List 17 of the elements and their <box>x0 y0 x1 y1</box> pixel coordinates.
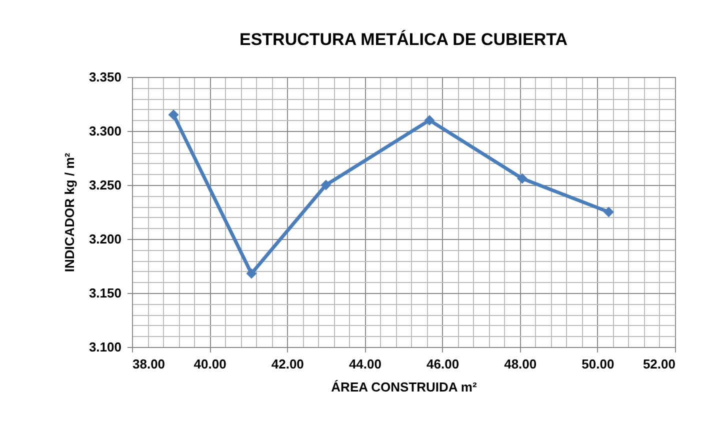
x-axis-title: ÁREA CONSTRUIDA m² <box>331 380 478 394</box>
y-tick-label: 3.250 <box>88 178 122 192</box>
y-tick-label: 3.100 <box>88 340 122 354</box>
x-tick-label: 44.00 <box>348 356 382 372</box>
y-tick-label: 3.200 <box>88 232 122 246</box>
x-tick-label: 50.00 <box>582 356 614 372</box>
chart-title: ESTRUCTURA METÁLICA DE CUBIERTA <box>239 29 568 49</box>
x-tick-label: 46.00 <box>426 356 460 372</box>
x-tick-label: 52.00 <box>642 356 676 372</box>
y-tick-label: 3.350 <box>88 70 122 84</box>
x-tick-label: 48.00 <box>504 356 537 372</box>
y-tick-label: 3.150 <box>88 286 122 300</box>
x-tick-label: 38.00 <box>132 356 166 372</box>
y-axis-title: INDICADOR kg / m² <box>62 152 77 272</box>
x-tick-label: 40.00 <box>194 356 226 372</box>
y-tick-label: 3.300 <box>88 124 122 138</box>
x-tick-label: 42.00 <box>271 356 304 372</box>
